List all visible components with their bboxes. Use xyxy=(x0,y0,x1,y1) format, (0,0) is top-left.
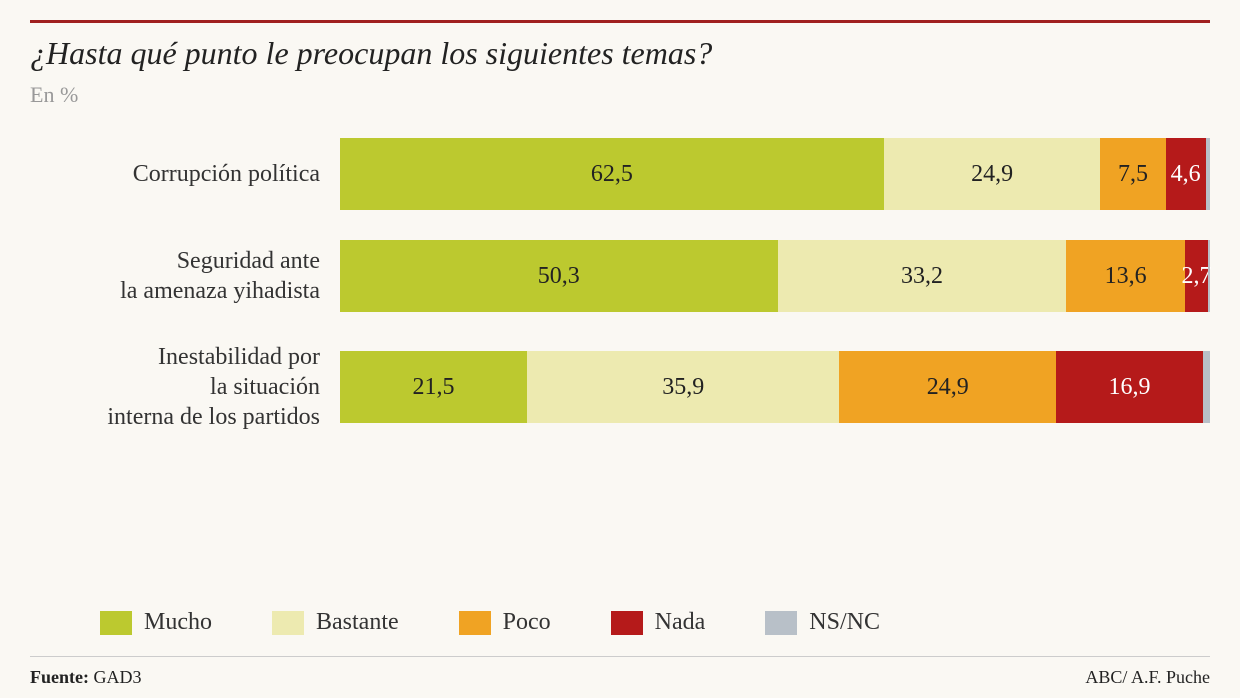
footer: Fuente: GAD3 ABC/ A.F. Puche xyxy=(30,656,1210,688)
legend-item-nada: Nada xyxy=(611,609,706,636)
segment-value: 24,9 xyxy=(927,374,969,401)
legend-item-mucho: Mucho xyxy=(100,609,212,636)
row-label: Inestabilidad porla situacióninterna de … xyxy=(30,342,340,432)
bar-segment-nada: 4,6 xyxy=(1166,138,1206,210)
bar-segment-mucho: 62,5 xyxy=(340,138,884,210)
footer-source: Fuente: GAD3 xyxy=(30,667,141,688)
bar-segment-bastante: 33,2 xyxy=(778,240,1067,312)
legend-item-bastante: Bastante xyxy=(272,609,399,636)
top-border xyxy=(30,20,1210,23)
legend-swatch xyxy=(272,611,304,635)
legend-item-nsnc: NS/NC xyxy=(765,609,880,636)
segment-value: 7,5 xyxy=(1118,161,1148,188)
legend-swatch xyxy=(765,611,797,635)
chart-row: Inestabilidad porla situacióninterna de … xyxy=(30,342,1210,432)
row-label: Corrupción política xyxy=(30,159,340,189)
bar-segment-poco: 24,9 xyxy=(839,351,1056,423)
bar-segment-mucho: 21,5 xyxy=(340,351,527,423)
footer-source-value: GAD3 xyxy=(93,667,141,687)
bar: 62,5 24,9 7,5 4,6 xyxy=(340,138,1210,210)
segment-value: 24,9 xyxy=(971,161,1013,188)
legend: Mucho Bastante Poco Nada NS/NC xyxy=(30,584,1210,656)
bar-segment-nada: 2,7 xyxy=(1185,240,1208,312)
row-label: Seguridad antela amenaza yihadista xyxy=(30,246,340,306)
segment-value: 35,9 xyxy=(662,374,704,401)
legend-label: Poco xyxy=(503,609,551,636)
bar-segment-mucho: 50,3 xyxy=(340,240,778,312)
segment-value: 62,5 xyxy=(591,161,633,188)
footer-credit: ABC/ A.F. Puche xyxy=(1085,667,1210,688)
chart-title: ¿Hasta qué punto le preocupan los siguie… xyxy=(30,35,1210,72)
bar-segment-bastante: 35,9 xyxy=(527,351,839,423)
legend-label: Mucho xyxy=(144,609,212,636)
segment-value: 4,6 xyxy=(1171,161,1201,188)
segment-value: 16,9 xyxy=(1109,374,1151,401)
chart-area: Corrupción política 62,5 24,9 7,5 4,6 Segurid… xyxy=(30,138,1210,584)
legend-swatch xyxy=(100,611,132,635)
legend-label: Nada xyxy=(655,609,706,636)
bar-segment-nada: 16,9 xyxy=(1056,351,1203,423)
chart-subtitle: En % xyxy=(30,82,1210,108)
segment-value: 33,2 xyxy=(901,263,943,290)
bar-segment-bastante: 24,9 xyxy=(884,138,1101,210)
bar-segment-nsnc xyxy=(1206,138,1210,210)
bar: 21,5 35,9 24,9 16,9 xyxy=(340,351,1210,423)
legend-label: Bastante xyxy=(316,609,399,636)
bar: 50,3 33,2 13,6 2,7 xyxy=(340,240,1210,312)
bar-segment-nsnc xyxy=(1208,240,1210,312)
chart-row: Seguridad antela amenaza yihadista 50,3 33… xyxy=(30,240,1210,312)
legend-swatch xyxy=(459,611,491,635)
segment-value: 50,3 xyxy=(538,263,580,290)
legend-item-poco: Poco xyxy=(459,609,551,636)
bar-segment-poco: 7,5 xyxy=(1100,138,1165,210)
segment-value: 2,7 xyxy=(1182,263,1212,290)
segment-value: 21,5 xyxy=(413,374,455,401)
footer-source-label: Fuente: xyxy=(30,667,89,687)
legend-label: NS/NC xyxy=(809,609,880,636)
bar-segment-poco: 13,6 xyxy=(1066,240,1184,312)
chart-row: Corrupción política 62,5 24,9 7,5 4,6 xyxy=(30,138,1210,210)
bar-segment-nsnc xyxy=(1203,351,1210,423)
segment-value: 13,6 xyxy=(1105,263,1147,290)
legend-swatch xyxy=(611,611,643,635)
